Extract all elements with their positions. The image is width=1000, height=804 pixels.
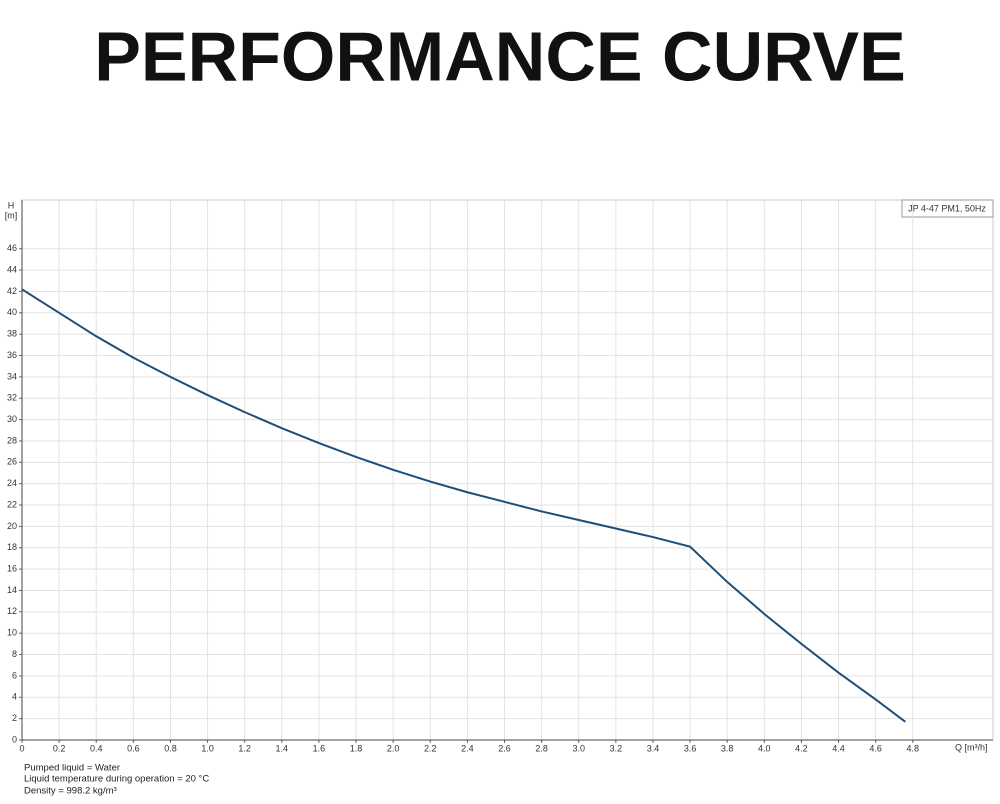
y-tick-label: 26 [7,457,17,467]
x-tick-label: 0.6 [127,743,140,753]
x-tick-label: 1.8 [350,743,363,753]
x-tick-label: 1.2 [238,743,251,753]
y-tick-label: 36 [7,350,17,360]
curve [21,288,906,723]
x-tick-label: 4.6 [869,743,882,753]
note: Pumped liquid = Water [24,763,120,774]
y-tick-label: 40 [7,307,17,317]
y-tick-label: 22 [7,499,17,509]
chart-title: PERFORMANCE CURVE [94,17,906,95]
y-tick-label: 34 [7,371,17,381]
y-tick-label: 16 [7,563,17,573]
y-tick-label: 46 [7,243,17,253]
x-tick-label: 2.8 [535,743,548,753]
y-tick-label: 18 [7,542,17,552]
x-tick-label: 2.6 [498,743,511,753]
y-tick-label: 10 [7,628,17,638]
x-tick-label: 3.6 [684,743,697,753]
legend-label: JP 4-47 PM1, 50Hz [908,203,986,213]
y-tick-label: 14 [7,585,17,595]
y-tick-label: 6 [12,670,17,680]
y-tick-label: 24 [7,478,17,488]
x-tick-label: 1.0 [201,743,214,753]
x-tick-label: 3.8 [721,743,734,753]
x-tick-label: 4.4 [832,743,845,753]
x-tick-label: 2.0 [387,743,400,753]
x-axis-label: Q [m³/h] [955,742,988,752]
note: Density = 998.2 kg/m³ [24,786,117,797]
y-tick-label: 42 [7,286,17,296]
plot-frame [21,199,994,741]
y-tick-label: 38 [7,329,17,339]
x-tick-label: 3.2 [610,743,623,753]
y-tick-label: 12 [7,606,17,616]
x-tick-label: 1.4 [276,743,289,753]
x-tick-label: 0 [19,743,24,753]
x-tick-label: 3.0 [572,743,585,753]
x-tick-label: 4.8 [907,743,920,753]
y-tick-label: 0 [12,734,17,744]
x-tick-label: 1.6 [313,743,326,753]
y-tick-label: 30 [7,414,17,424]
note: Liquid temperature during operation = 20… [24,774,209,785]
x-tick-label: 0.2 [53,743,66,753]
y-tick-label: 32 [7,393,17,403]
y-tick-label: 8 [12,649,17,659]
y-tick-label: 28 [7,435,17,445]
y-tick-label: 44 [7,264,17,274]
y-axis-unit: [m] [5,210,18,220]
x-tick-label: 0.8 [164,743,177,753]
x-tick-label: 4.0 [758,743,771,753]
x-tick-label: 0.4 [90,743,103,753]
x-tick-label: 3.4 [647,743,660,753]
x-tick-label: 4.2 [795,743,808,753]
y-tick-label: 4 [12,692,17,702]
y-axis-label: H [8,200,15,210]
x-tick-label: 2.2 [424,743,437,753]
x-tick-label: 2.4 [461,743,474,753]
y-tick-label: 2 [12,713,17,723]
legend-box [901,199,994,218]
y-tick-label: 20 [7,521,17,531]
